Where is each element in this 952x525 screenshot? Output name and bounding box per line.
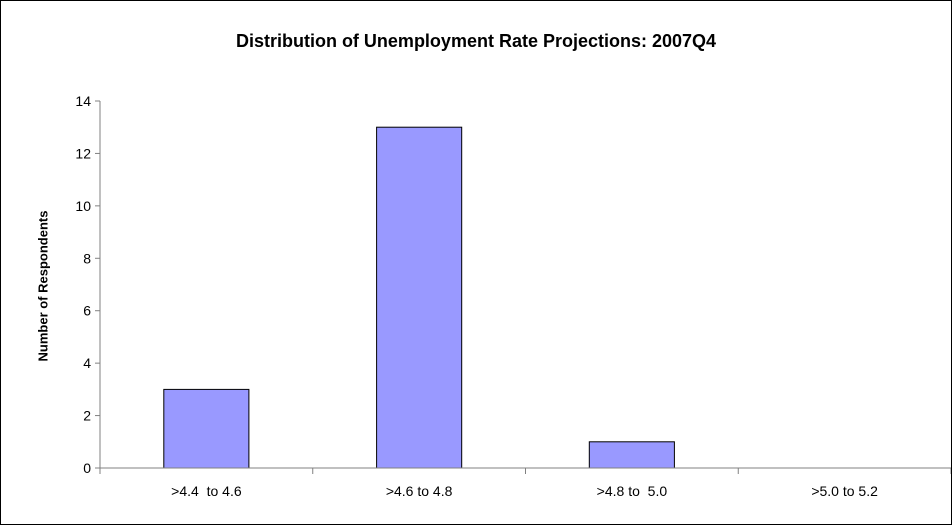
y-tick-label-5: 10 — [75, 198, 91, 214]
bars-group — [163, 126, 675, 469]
y-tick-label-3: 6 — [83, 303, 91, 319]
chart-title: Distribution of Unemployment Rate Projec… — [235, 31, 717, 51]
x-tick-label-0: >4.4 to 4.6 — [171, 483, 242, 499]
x-ticks-group: >4.4 to 4.6 >4.6 to 4.8 >4.8 to 5.0 >5.0 to… — [99, 468, 951, 499]
bar-1 — [376, 126, 463, 469]
y-tick-label-6: 12 — [75, 145, 91, 161]
y-tick-label-4: 8 — [83, 250, 91, 266]
x-tick-label-3: >5.0 to 5.2 — [811, 483, 878, 499]
x-tick-label-2: >4.8 to 5.0 — [597, 483, 668, 499]
x-tick-label-1: >4.6 to 4.8 — [386, 483, 453, 499]
bar-0 — [163, 388, 250, 469]
y-tick-label-1: 2 — [83, 408, 91, 424]
y-tick-label-0: 0 — [83, 460, 91, 476]
y-tick-label-2: 4 — [83, 355, 91, 371]
y-ticks-group: 0 2 4 6 8 10 12 14 — [75, 93, 100, 476]
y-tick-label-7: 14 — [75, 93, 91, 109]
bar-2 — [588, 441, 675, 469]
